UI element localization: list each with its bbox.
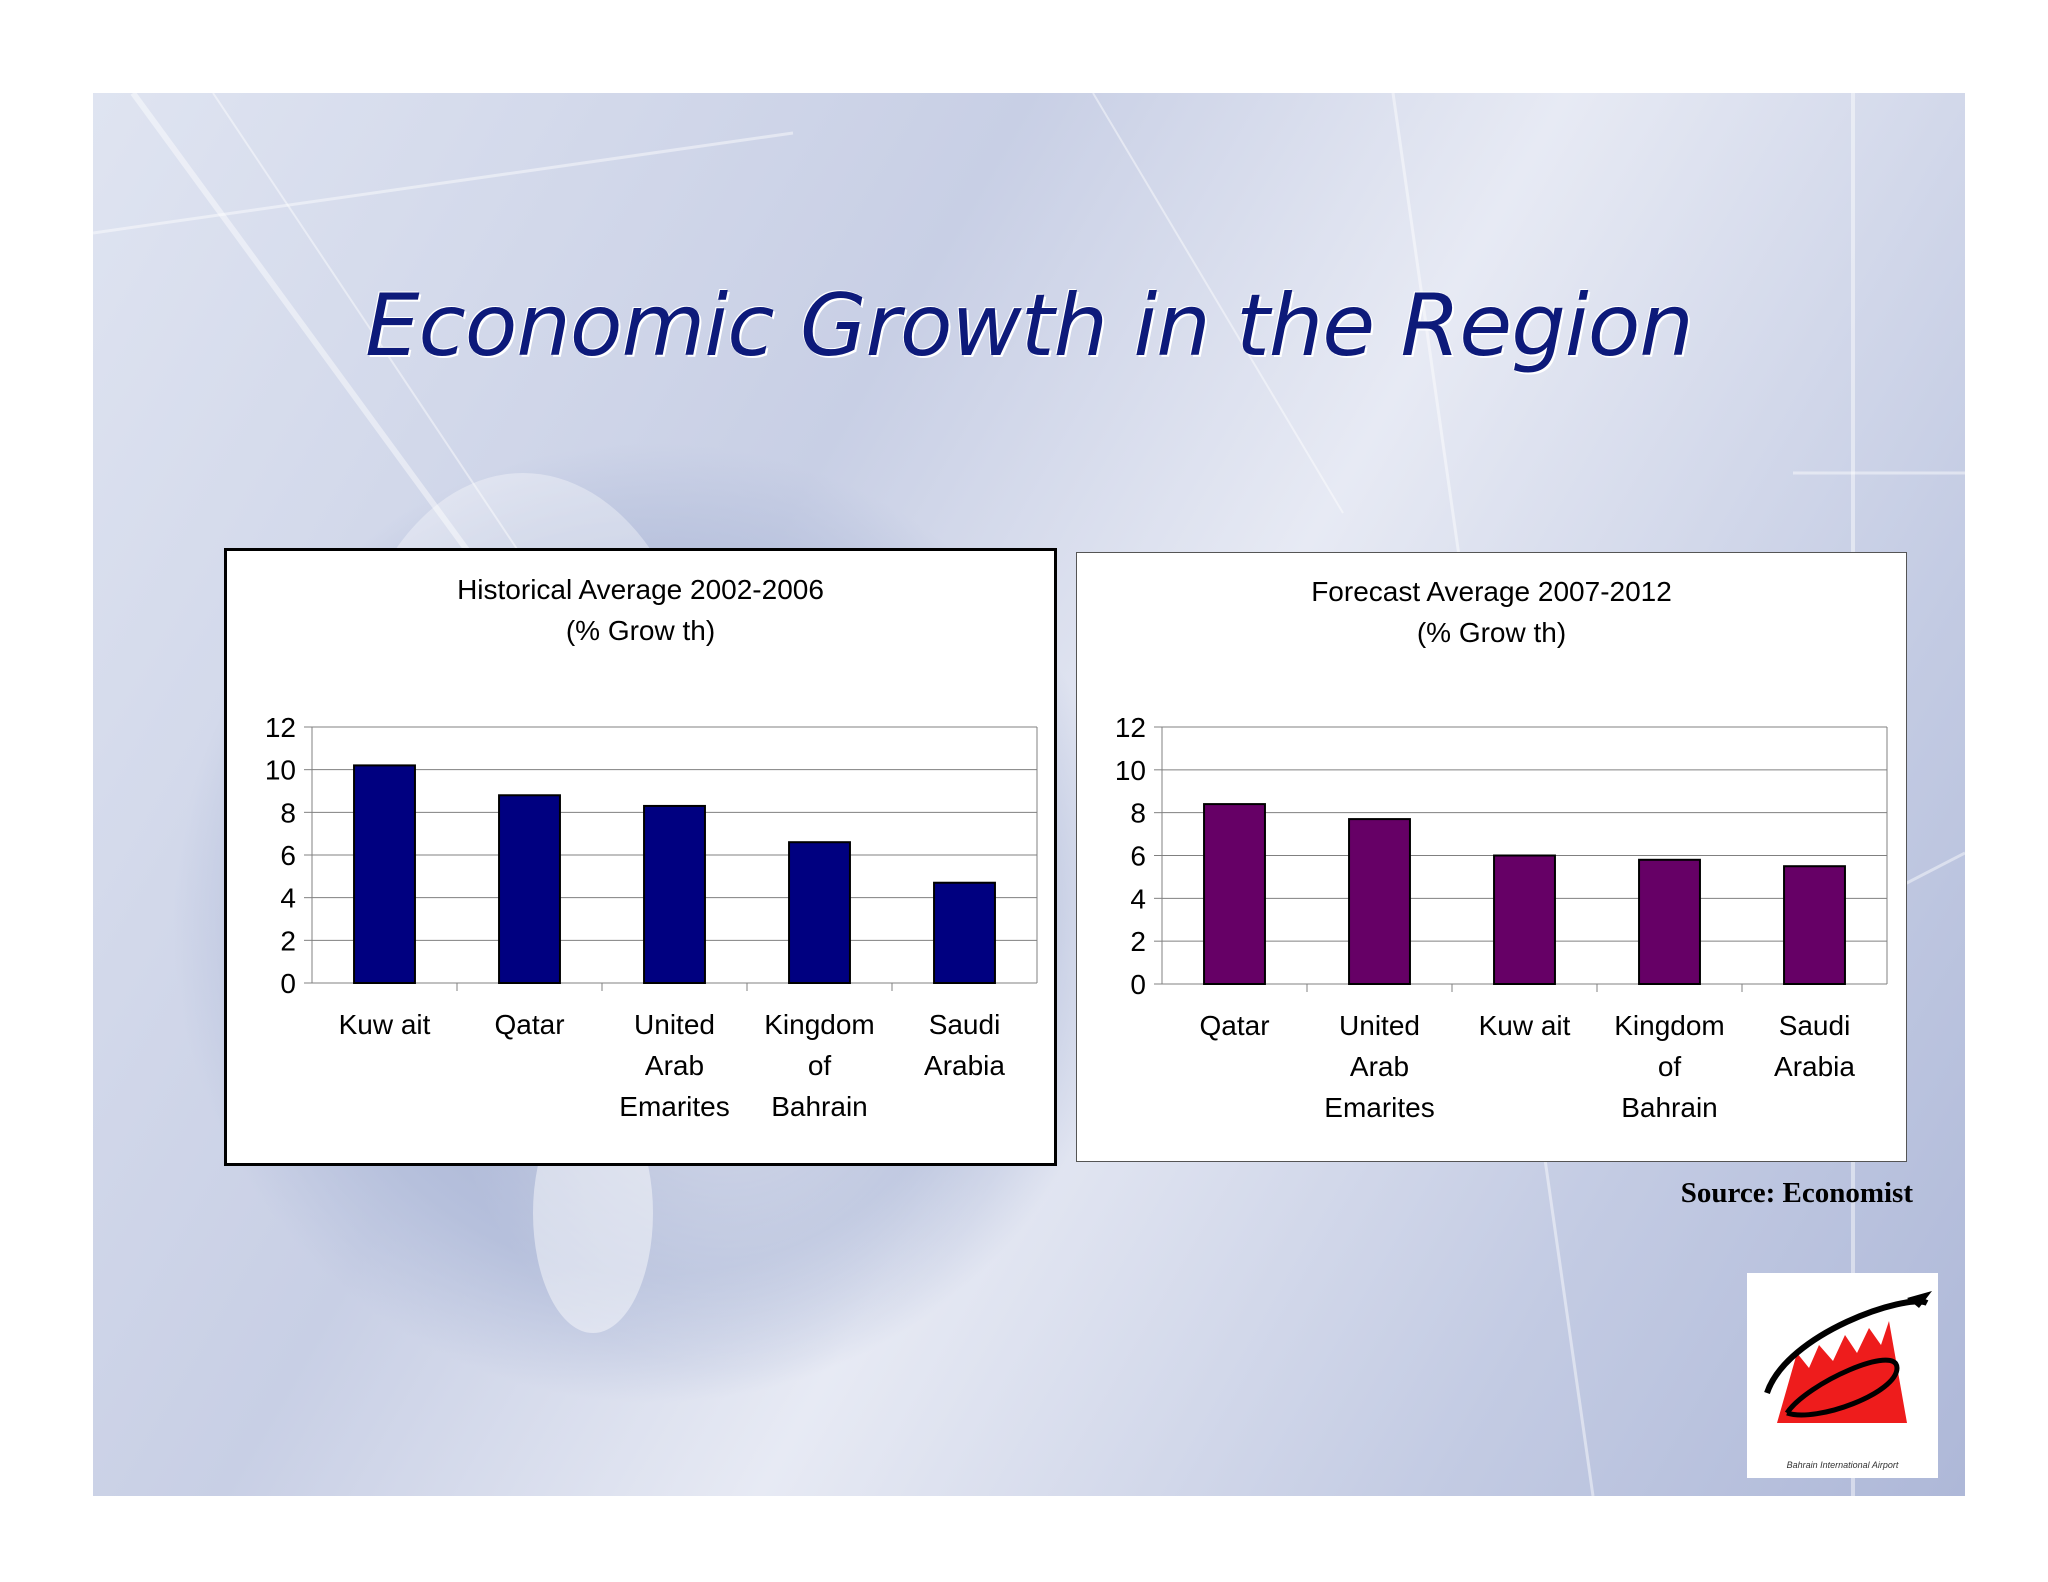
bar xyxy=(1783,865,1846,986)
chart-title: Forecast Average 2007-2012 xyxy=(1311,576,1672,607)
y-tick-label: 6 xyxy=(1130,841,1146,872)
x-tick-label: Qatar xyxy=(494,1009,564,1040)
y-tick-label: 2 xyxy=(1130,926,1146,957)
chart-subtitle: (% Grow th) xyxy=(565,615,716,646)
y-tick-label: 8 xyxy=(280,797,296,828)
y-tick-label: 2 xyxy=(280,925,296,956)
source-note: Source: Economist xyxy=(1680,1177,1913,1209)
x-tick-label: United Arab Emarites xyxy=(619,1009,729,1122)
y-tick-label: 6 xyxy=(280,840,296,871)
bar xyxy=(933,881,996,985)
x-tick-label: Kuw ait xyxy=(339,1009,431,1040)
airport-logo: Bahrain International Airport xyxy=(1747,1273,1938,1478)
forecast-chart-plot: 0 2 4 6 8 10 12 Qatar United Arab Emarites Kuw ait K… xyxy=(1115,712,1888,1123)
chart-title: Historical Average 2002-2006 xyxy=(457,574,824,605)
x-tick-label: Kingdom of Bahrain xyxy=(764,1009,875,1122)
x-tick-label: Qatar xyxy=(1199,1010,1269,1041)
x-tick-label: Kuw ait xyxy=(1479,1010,1571,1041)
bar xyxy=(1348,818,1411,986)
bar xyxy=(1203,803,1266,985)
historical-chart: Historical Average 2002-2006 (% Grow th)… xyxy=(224,548,1057,1166)
bar xyxy=(1493,854,1556,985)
y-tick-label: 12 xyxy=(265,712,296,743)
airport-logo-icon xyxy=(1764,1291,1932,1423)
bar xyxy=(788,841,851,985)
y-tick-label: 12 xyxy=(1115,712,1146,743)
y-tick-label: 4 xyxy=(280,883,296,914)
x-tick-label: Kingdom of Bahrain xyxy=(1614,1010,1725,1123)
slide-title: Economic Growth in the Region xyxy=(365,276,1694,376)
bar xyxy=(498,794,561,984)
forecast-chart: Forecast Average 2007-2012 (% Grow th) 0… xyxy=(1076,552,1907,1162)
bar xyxy=(353,764,416,984)
logo-caption: Bahrain International Airport xyxy=(1786,1460,1899,1470)
bar xyxy=(643,804,706,984)
x-tick-label: Saudi Arabia xyxy=(924,1009,1005,1081)
y-tick-label: 4 xyxy=(1130,883,1146,914)
y-tick-label: 0 xyxy=(280,968,296,999)
y-tick-label: 8 xyxy=(1130,798,1146,829)
chart-title-block: Historical Average 2002-2006 (% Grow th) xyxy=(227,569,1054,651)
x-tick-label: United Arab Emarites xyxy=(1324,1010,1434,1123)
bar xyxy=(1638,858,1701,985)
historical-chart-plot: 0 2 4 6 8 10 12 Kuw ait Qatar United Arab Emarites K… xyxy=(265,712,1038,1122)
y-tick-label: 10 xyxy=(265,755,296,786)
chart-subtitle: (% Grow th) xyxy=(1416,617,1567,648)
slide-background: Economic Growth in the Region Historical… xyxy=(93,93,1965,1496)
x-tick-label: Saudi Arabia xyxy=(1774,1010,1855,1082)
chart-title-block: Forecast Average 2007-2012 (% Grow th) xyxy=(1077,571,1906,653)
y-tick-label: 10 xyxy=(1115,755,1146,786)
y-tick-label: 0 xyxy=(1130,969,1146,1000)
